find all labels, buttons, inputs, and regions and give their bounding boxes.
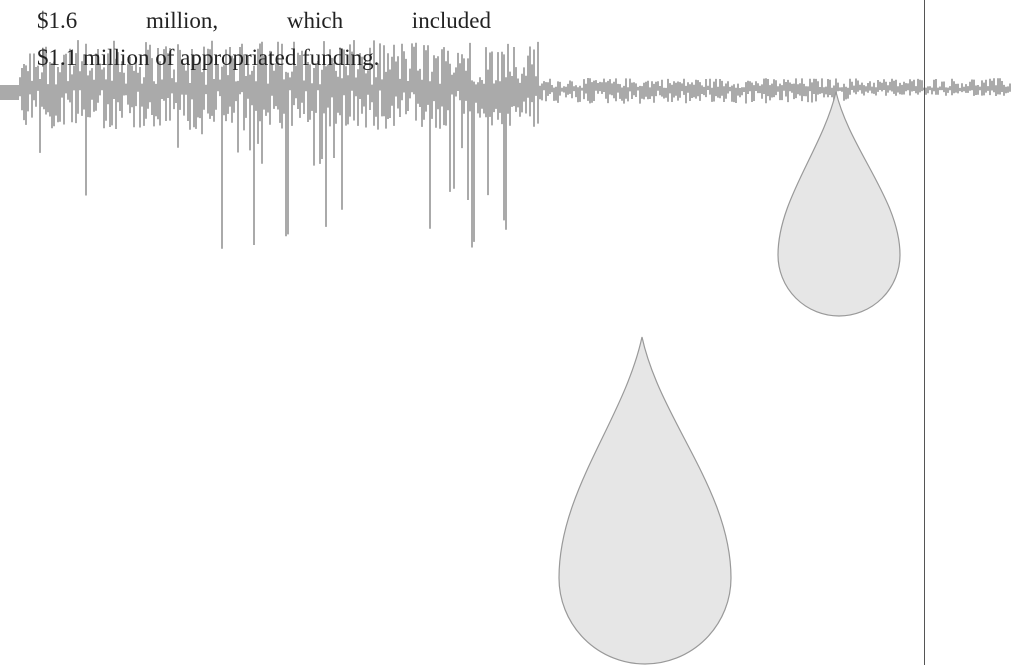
large-drop xyxy=(558,336,732,665)
waveform xyxy=(0,40,1011,249)
text-line: $1.6 million, which included xyxy=(37,8,491,33)
small-drop xyxy=(777,91,901,317)
paragraph: $1.6 million, which included $1.1 millio… xyxy=(37,2,491,76)
text-line: $1.1 million of appropriated funding. xyxy=(37,45,380,70)
